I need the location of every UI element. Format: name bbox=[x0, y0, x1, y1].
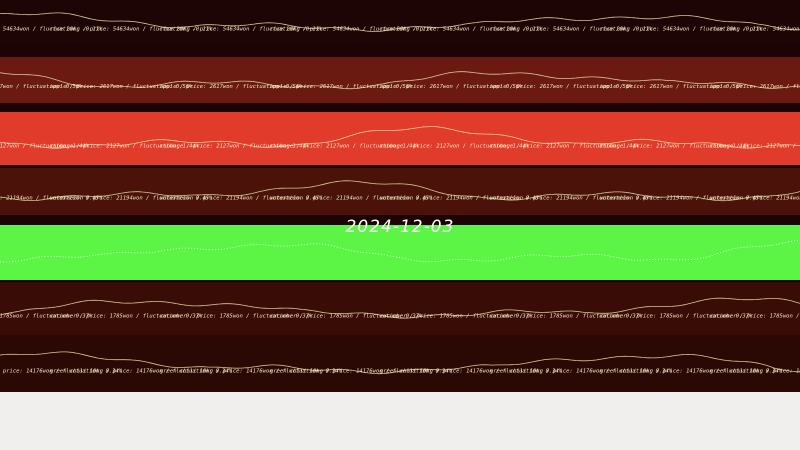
date: 2024-12-03 bbox=[346, 217, 455, 237]
band-label: green chili 10kg / price: 14176won / flu… bbox=[160, 369, 343, 375]
price-line bbox=[0, 12, 800, 32]
band-label: cucumber / price: 1785won / fluctuation:… bbox=[490, 313, 643, 319]
band-label: watermelon / price: 21194won / fluctuati… bbox=[600, 196, 763, 202]
band-label: rice 20kg / price: 54634won / fluctuatio… bbox=[380, 27, 543, 33]
band bbox=[0, 168, 800, 215]
band-label: watermelon / price: 21194won / fluctuati… bbox=[270, 196, 433, 202]
band bbox=[0, 225, 800, 280]
band-label: cabbage / price: 2127won / fluctuation: … bbox=[710, 143, 800, 149]
band-label: apple / price: 2617won / fluctuation: 0.… bbox=[490, 84, 633, 90]
bands: rice 20kg / price: 54634won / fluctuatio… bbox=[0, 0, 800, 392]
band-label: green chili 10kg / price: 14176won / flu… bbox=[710, 369, 800, 375]
band-label: green chili 10kg / price: 14176won / flu… bbox=[270, 369, 453, 375]
band-label: cucumber / price: 1785won / fluctuation:… bbox=[270, 313, 423, 319]
band-label: rice 20kg / price: 54634won / fluctuatio… bbox=[0, 27, 103, 33]
band bbox=[0, 112, 800, 165]
band-label: rice 20kg / price: 54634won / fluctuatio… bbox=[270, 27, 433, 33]
band-label: green chili 10kg / price: 14176won / flu… bbox=[380, 369, 563, 375]
band-label: cabbage / price: 2127won / fluctuation: … bbox=[600, 143, 750, 149]
band-label: cabbage / price: 2127won / fluctuation: … bbox=[0, 143, 90, 149]
band-label: watermelon / price: 21194won / fluctuati… bbox=[50, 196, 213, 202]
band-label: cabbage / price: 2127won / fluctuation: … bbox=[50, 143, 200, 149]
band-label: rice 20kg / price: 54634won / fluctuatio… bbox=[600, 27, 763, 33]
band-label: green chili 10kg / price: 14176won / flu… bbox=[600, 369, 783, 375]
price-line bbox=[0, 351, 800, 375]
band-label: rice 20kg / price: 54634won / fluctuatio… bbox=[490, 27, 653, 33]
band bbox=[0, 282, 800, 335]
band-label: watermelon / price: 21194won / fluctuati… bbox=[490, 196, 653, 202]
band-label: apple / price: 2617won / fluctuation: 0.… bbox=[710, 84, 800, 90]
band-label: apple / price: 2617won / fluctuation: 0.… bbox=[380, 84, 523, 90]
band-label: cabbage / price: 2127won / fluctuation: … bbox=[490, 143, 640, 149]
band-label: rice 20kg / price: 54634won / fluctuatio… bbox=[710, 27, 800, 33]
band bbox=[0, 57, 800, 103]
band-label: apple / price: 2617won / fluctuation: 0.… bbox=[50, 84, 193, 90]
band-label: cucumber / price: 1785won / fluctuation:… bbox=[160, 313, 313, 319]
band-label: cucumber / price: 1785won / fluctuation:… bbox=[0, 313, 93, 319]
band-label: watermelon / price: 21194won / fluctuati… bbox=[710, 196, 800, 202]
band-label: cucumber / price: 1785won / fluctuation:… bbox=[380, 313, 533, 319]
band-label: cabbage / price: 2127won / fluctuation: … bbox=[160, 143, 310, 149]
band-label: green chili 10kg / price: 14176won / flu… bbox=[50, 369, 233, 375]
band-label: cucumber / price: 1785won / fluctuation:… bbox=[710, 313, 800, 319]
band-label: apple / price: 2617won / fluctuation: 0.… bbox=[270, 84, 413, 90]
band-label: watermelon / price: 21194won / fluctuati… bbox=[380, 196, 543, 202]
band-label: rice 20kg / price: 54634won / fluctuatio… bbox=[160, 27, 323, 33]
band-label: apple / price: 2617won / fluctuation: 0.… bbox=[160, 84, 303, 90]
band-label: cucumber / price: 1785won / fluctuation:… bbox=[50, 313, 203, 319]
band-label: green chili 10kg / price: 14176won / flu… bbox=[0, 369, 123, 375]
band-label: cabbage / price: 2127won / fluctuation: … bbox=[380, 143, 530, 149]
band bbox=[0, 335, 800, 392]
band-label: green chili 10kg / price: 14176won / flu… bbox=[490, 369, 673, 375]
band-label: cabbage / price: 2127won / fluctuation: … bbox=[270, 143, 420, 149]
price-line bbox=[0, 126, 800, 149]
band-label: watermelon / price: 21194won / fluctuati… bbox=[0, 196, 103, 202]
price-line bbox=[0, 180, 800, 202]
band bbox=[0, 0, 800, 45]
band-label: watermelon / price: 21194won / fluctuati… bbox=[160, 196, 323, 202]
band-label: cucumber / price: 1785won / fluctuation:… bbox=[600, 313, 753, 319]
band-label: apple / price: 2617won / fluctuation: 0.… bbox=[600, 84, 743, 90]
band-label: rice 20kg / price: 54634won / fluctuatio… bbox=[50, 27, 213, 33]
band-label: apple / price: 2617won / fluctuation: 0.… bbox=[0, 84, 83, 90]
price-line bbox=[0, 71, 800, 90]
price-line bbox=[0, 297, 800, 319]
